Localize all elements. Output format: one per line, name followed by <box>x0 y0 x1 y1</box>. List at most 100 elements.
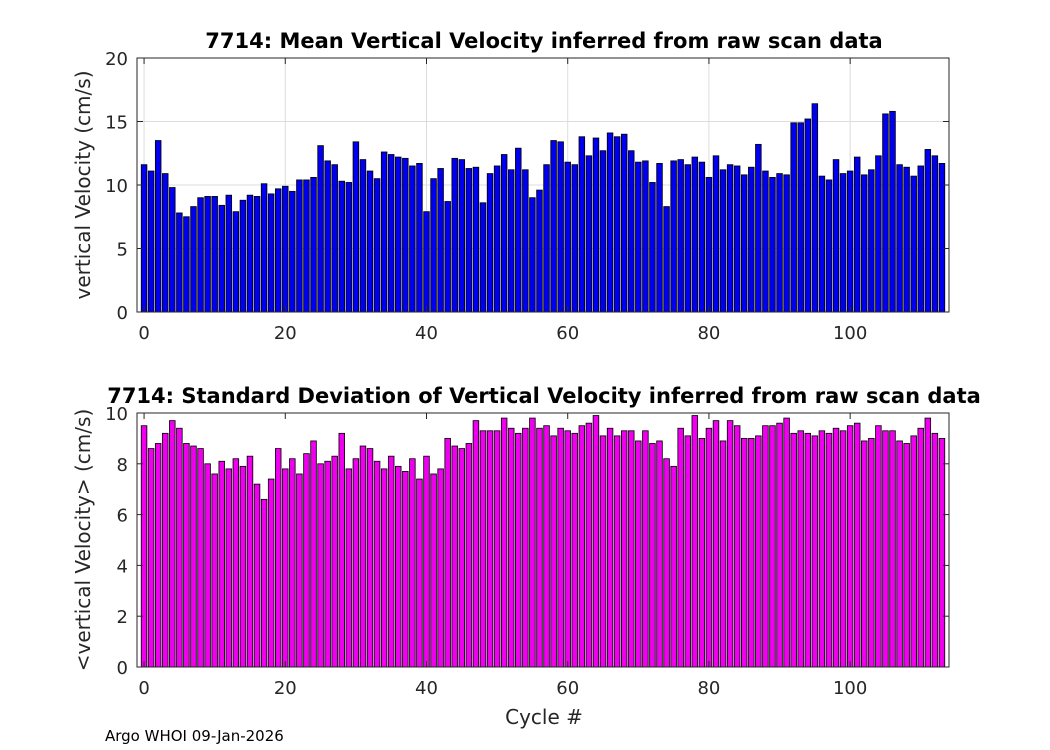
bar-cycle-65 <box>599 150 607 313</box>
bar-cycle-58 <box>550 140 557 313</box>
bar-cycle-81 <box>712 155 720 313</box>
bar-cycle-34 <box>380 151 388 313</box>
std-chart-xlabel: Cycle # <box>505 705 583 729</box>
bar-cycle-40 <box>423 211 430 313</box>
bar-cycle-67 <box>613 136 621 313</box>
bar-cycle-47 <box>472 166 480 313</box>
bar-cycle-108 <box>903 166 910 313</box>
bar-cycle-87 <box>755 435 762 668</box>
bar-cycle-23 <box>303 179 310 313</box>
bar-cycle-79 <box>698 161 706 313</box>
bar-cycle-13 <box>232 458 240 668</box>
bar-cycle-7 <box>190 445 197 668</box>
bar-cycle-74 <box>663 206 670 313</box>
y-tick-label: 6 <box>117 506 128 527</box>
bar-cycle-0 <box>140 425 148 668</box>
bar-cycle-50 <box>493 430 501 668</box>
bar-cycle-97 <box>825 179 833 313</box>
bar-cycle-17 <box>260 183 268 313</box>
bar-cycle-38 <box>409 458 416 668</box>
bar-cycle-40 <box>423 455 430 668</box>
y-tick-label: 20 <box>105 49 128 70</box>
bar-cycle-113 <box>938 163 946 313</box>
bar-cycle-86 <box>748 437 755 668</box>
bar-cycle-95 <box>811 435 819 668</box>
bar-cycle-81 <box>712 420 720 668</box>
bar-cycle-112 <box>931 155 939 313</box>
bar-cycle-63 <box>585 422 593 668</box>
bar-cycle-45 <box>458 159 466 313</box>
bar-cycle-94 <box>804 432 812 668</box>
bar-cycle-6 <box>183 216 190 313</box>
bar-cycle-49 <box>486 430 494 668</box>
bar-cycle-32 <box>366 448 374 668</box>
bar-cycle-2 <box>154 443 162 668</box>
std-velocity-chart: 0 20 40 60 80 100 0 2 4 6 8 10 7714: Standard Devia… <box>71 384 981 729</box>
mean-chart-bars <box>140 103 946 313</box>
bar-cycle-39 <box>416 478 423 668</box>
bar-cycle-71 <box>642 160 649 313</box>
bar-cycle-19 <box>274 188 282 313</box>
bar-cycle-94 <box>804 118 812 313</box>
bar-cycle-9 <box>204 196 211 313</box>
bar-cycle-73 <box>656 440 663 668</box>
bar-cycle-12 <box>225 194 233 313</box>
bar-cycle-15 <box>246 194 254 313</box>
bar-cycle-77 <box>684 435 691 668</box>
bar-cycle-21 <box>289 190 296 313</box>
bar-cycle-30 <box>352 141 360 313</box>
bar-cycle-60 <box>564 161 571 313</box>
bar-cycle-22 <box>296 179 303 313</box>
bar-cycle-41 <box>430 178 437 313</box>
bar-cycle-83 <box>726 420 734 668</box>
bar-cycle-28 <box>338 180 345 313</box>
bar-cycle-53 <box>515 147 522 313</box>
bar-cycle-26 <box>324 460 331 668</box>
std-chart-frame <box>136 412 950 668</box>
bar-cycle-29 <box>345 182 353 313</box>
std-chart-title: 7714: Standard Deviation of Vertical Vel… <box>107 384 981 408</box>
bar-cycle-1 <box>147 170 155 313</box>
bar-cycle-88 <box>762 170 769 313</box>
bar-cycle-50 <box>493 165 501 313</box>
bar-cycle-63 <box>585 155 593 313</box>
bar-cycle-75 <box>670 465 677 668</box>
bar-cycle-84 <box>733 425 741 668</box>
bar-cycle-76 <box>677 159 684 313</box>
bar-cycle-103 <box>868 169 875 313</box>
bar-cycle-100 <box>846 170 854 313</box>
bar-cycle-42 <box>437 168 444 313</box>
y-tick-label: 8 <box>117 455 128 476</box>
bar-cycle-111 <box>924 417 932 668</box>
x-tick-label: 100 <box>833 323 867 344</box>
bar-cycle-53 <box>515 432 522 668</box>
bar-cycle-78 <box>691 156 699 313</box>
bar-cycle-27 <box>331 455 338 668</box>
bar-cycle-104 <box>875 155 882 313</box>
bar-cycle-74 <box>663 458 670 668</box>
std-chart-ylabel: <vertical Velocity> (cm/s) <box>71 409 95 672</box>
bar-cycle-37 <box>402 471 409 668</box>
bar-cycle-101 <box>853 156 861 313</box>
bar-cycle-89 <box>769 176 776 313</box>
bar-cycle-113 <box>938 437 946 668</box>
bar-cycle-86 <box>748 166 755 313</box>
bar-cycle-93 <box>797 430 804 668</box>
bar-cycle-18 <box>267 193 275 313</box>
bar-cycle-55 <box>529 197 536 313</box>
bar-cycle-30 <box>352 458 360 668</box>
bar-cycle-111 <box>924 149 932 313</box>
bar-cycle-54 <box>522 427 529 668</box>
x-tick-label: 100 <box>833 678 867 699</box>
x-tick-label: 40 <box>415 678 438 699</box>
bar-cycle-93 <box>797 122 804 313</box>
bar-cycle-37 <box>402 157 409 313</box>
bar-cycle-106 <box>889 110 896 313</box>
bar-cycle-70 <box>635 161 642 313</box>
bar-cycle-105 <box>882 113 889 313</box>
bar-cycle-31 <box>359 159 367 313</box>
bar-cycle-43 <box>444 201 451 313</box>
bar-cycle-36 <box>395 156 402 313</box>
bar-cycle-105 <box>882 430 889 668</box>
